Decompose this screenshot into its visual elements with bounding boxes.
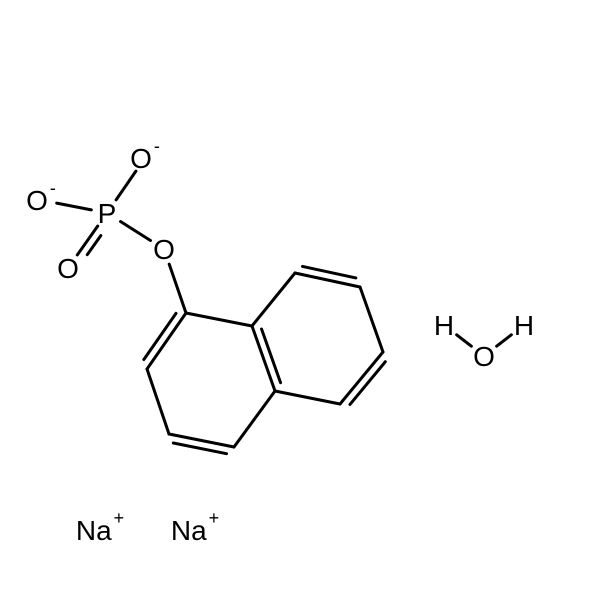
atom-label-Na2: Na+ xyxy=(171,508,219,546)
bond xyxy=(252,273,295,326)
bond xyxy=(169,264,186,313)
atom-label-Na1: Na+ xyxy=(76,508,124,546)
bond xyxy=(57,203,92,210)
atom-label-O2: O- xyxy=(130,136,160,174)
bond xyxy=(147,313,186,369)
bond xyxy=(275,391,340,404)
bond xyxy=(262,329,281,383)
bond xyxy=(497,335,512,346)
atom-label-O3: O- xyxy=(26,178,56,216)
bond xyxy=(350,362,385,405)
atom-label-Ow: O xyxy=(473,341,495,372)
bond xyxy=(360,287,383,352)
bond xyxy=(340,352,383,404)
atom-label-O1: O xyxy=(153,234,175,265)
atom-label-O4: O xyxy=(57,253,79,284)
bond xyxy=(116,171,136,200)
bond xyxy=(457,335,472,346)
bond xyxy=(147,369,169,434)
bond xyxy=(121,222,151,241)
chemical-structure: OPO-O-OOHHNa+Na+ xyxy=(0,0,600,600)
atom-label-Hw2: H xyxy=(514,310,534,341)
bond xyxy=(295,273,360,287)
atom-label-P: P xyxy=(98,198,117,229)
bond xyxy=(234,391,275,447)
bond xyxy=(77,226,97,255)
atom-label-Hw1: H xyxy=(434,310,454,341)
bond xyxy=(186,313,252,326)
